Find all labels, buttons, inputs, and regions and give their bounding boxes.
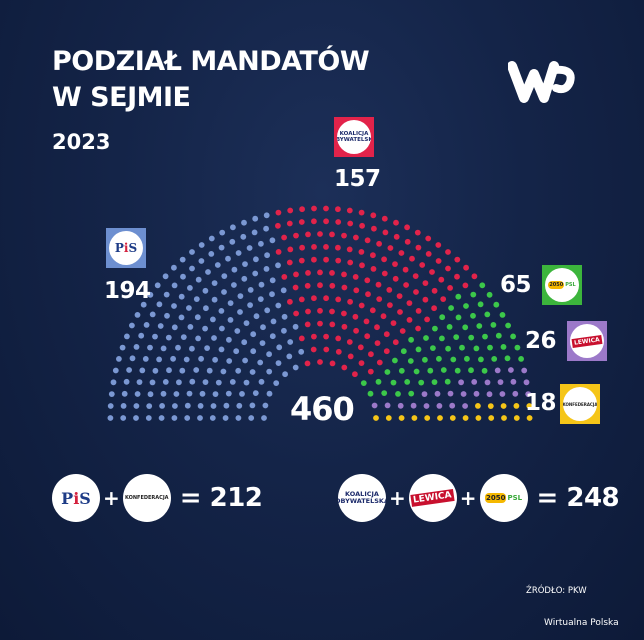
pis-circle-logo: PiS [52,474,100,522]
coalition-right: PiS + KONFEDERACJA = 212 [52,474,263,522]
credit-label: Wirtualna Polska [544,618,619,628]
td-seat-count: 65 [500,272,532,298]
ko-circle-logo: KOALICJAOBYWATELSKA [338,474,386,522]
plus-sign: + [459,486,477,510]
konf-circle-logo: KONFEDERACJA [122,474,171,522]
td-logo: 2050 PSL [542,265,582,305]
plus-sign: + [389,486,406,510]
konf-logo: KONFEDERACJA [560,384,600,424]
plus-sign: + [103,486,120,510]
lewica-circle-logo: LEWICA [408,474,457,522]
coalition-right-total: = 212 [179,483,263,513]
pis-logo: PiS [106,228,146,268]
konf-seat-count: 18 [525,390,557,416]
title-line-1: PODZIAŁ MANDATÓW [52,46,370,77]
wp-logo-icon [508,61,575,103]
ko-seat-count: 157 [334,166,381,192]
title-line-2: W SEJMIE [52,82,191,113]
lewica-logo: LEWICA [567,321,607,361]
total-seats: 460 [290,390,355,428]
year-label: 2023 [52,130,111,154]
source-label: ŹRÓDŁO: PKW [526,586,587,596]
pis-seat-count: 194 [104,278,151,304]
td-circle-logo: 2050 PSL [479,474,528,522]
lewica-seat-count: 26 [525,328,557,354]
coalition-opposition-total: = 248 [536,483,620,513]
page-title: PODZIAŁ MANDATÓW W SEJMIE [52,44,370,116]
ko-logo: KOALICJAOBYWATELSKA [334,117,374,157]
